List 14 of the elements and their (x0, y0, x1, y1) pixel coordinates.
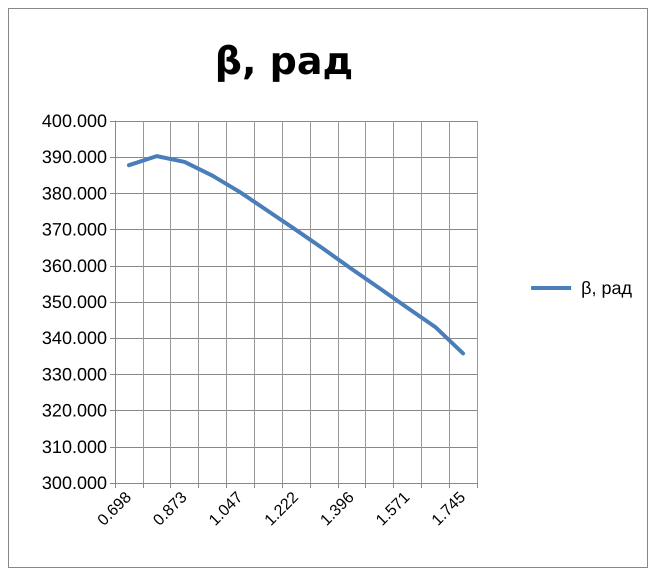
y-tick-label: 340.000 (42, 328, 107, 348)
line-series (126, 154, 466, 356)
chart-title: β, рад (214, 39, 354, 83)
legend-label: β, рад (581, 278, 632, 298)
y-tick-label: 370.000 (42, 220, 107, 240)
y-tick-label: 330.000 (42, 364, 107, 384)
y-tick-label: 360.000 (42, 256, 107, 276)
y-tick-label: 400.000 (42, 111, 107, 131)
y-tick-label: 310.000 (42, 436, 107, 457)
y-tick-label: 390.000 (42, 147, 107, 168)
y-tick-label: 350.000 (42, 292, 107, 312)
y-tick-label: 380.000 (42, 183, 107, 204)
y-tick-label: 300.000 (42, 473, 107, 493)
y-tick-label: 320.000 (42, 400, 107, 421)
